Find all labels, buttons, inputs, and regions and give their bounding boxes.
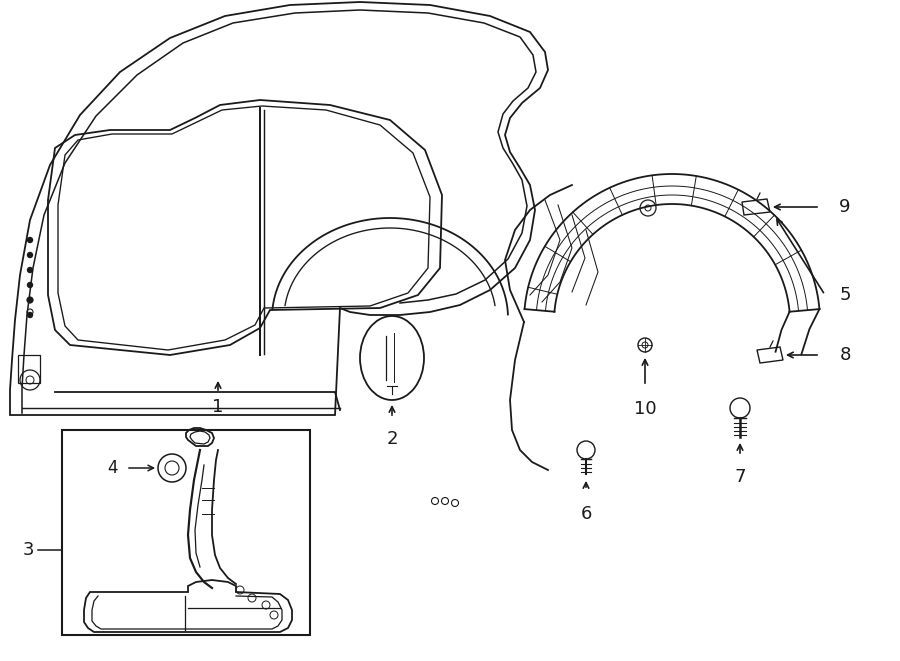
Circle shape [28, 282, 32, 288]
Text: 7: 7 [734, 468, 746, 486]
Bar [62, 430, 310, 635]
Text: 3: 3 [22, 541, 34, 559]
Text: 10: 10 [634, 400, 656, 418]
Circle shape [28, 268, 32, 272]
Circle shape [28, 253, 32, 258]
Circle shape [28, 237, 32, 243]
Circle shape [28, 313, 32, 317]
Text: 2: 2 [386, 430, 398, 448]
Text: 4: 4 [107, 459, 117, 477]
Text: 1: 1 [212, 398, 224, 416]
Text: 9: 9 [839, 198, 850, 216]
Text: 8: 8 [840, 346, 850, 364]
Bar [18, 355, 40, 383]
Text: 5: 5 [839, 286, 850, 304]
Circle shape [28, 297, 32, 303]
Text: 6: 6 [580, 505, 591, 523]
Ellipse shape [360, 316, 424, 400]
